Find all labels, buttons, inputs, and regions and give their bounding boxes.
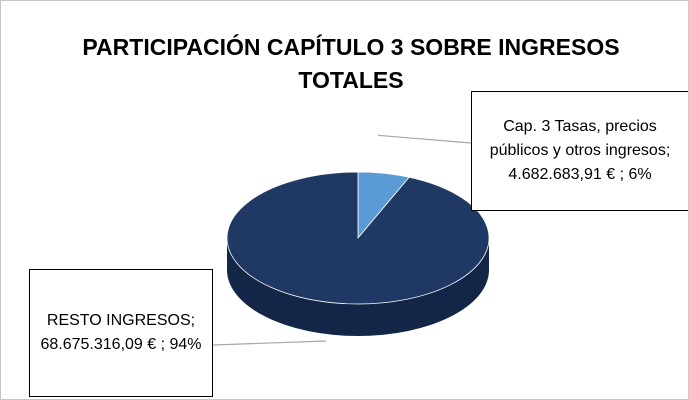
leader-line — [212, 340, 327, 346]
label-value: 4.682.683,91 € ; 6% — [508, 166, 652, 183]
chart-title: PARTICIPACIÓN CAPÍTULO 3 SOBRE INGRESOS … — [82, 34, 620, 93]
data-label: Cap. 3 Tasas, precios públicos y otros i… — [471, 91, 688, 211]
pie-slice — [226, 171, 490, 305]
label-category: RESTO INGRESOS; — [46, 312, 196, 329]
pie-side — [227, 238, 489, 336]
label-category: Cap. 3 Tasas, precios públicos y otros i… — [489, 118, 671, 159]
data-label: RESTO INGRESOS; 68.675.316,09 € ; 94% — [29, 269, 213, 397]
label-value: 68.675.316,09 € ; 94% — [40, 336, 202, 353]
leader-line — [378, 134, 472, 144]
